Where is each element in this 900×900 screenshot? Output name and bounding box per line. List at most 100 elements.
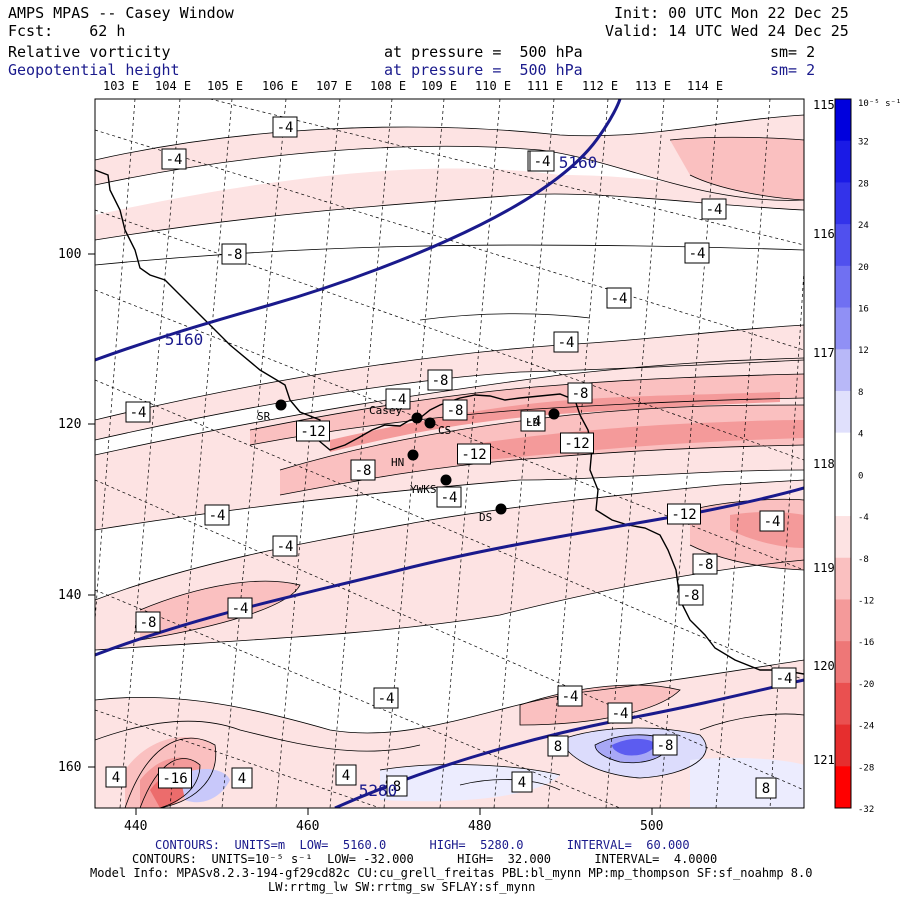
colorbar-segment (835, 641, 851, 684)
vorticity-label: -4 (161, 148, 187, 170)
field2-level: at pressure = 500 hPa (384, 61, 583, 79)
vorticity-label-text: 8 (762, 781, 770, 797)
vorticity-label-text: -4 (277, 120, 294, 136)
vorticity-label: -8 (678, 584, 704, 606)
vorticity-label: -12 (560, 432, 594, 454)
top-lon-label: 113 E (635, 79, 671, 93)
vorticity-label-box (161, 148, 187, 170)
vorticity-label-box (386, 775, 408, 797)
field2-name: Geopotential height (8, 61, 180, 79)
height-label: 5280 (359, 781, 398, 800)
vorticity-label-box (667, 503, 701, 525)
vorticity-label: 4 (511, 771, 533, 793)
vorticity-label-box (684, 242, 710, 264)
colorbar-label: -20 (858, 680, 874, 690)
vorticity-label-box (692, 553, 718, 575)
vorticity-label: -12 (457, 443, 491, 465)
colorbar-label: -32 (858, 805, 874, 815)
vorticity-label-text: -4 (706, 202, 723, 218)
vorticity-label: -4 (529, 150, 555, 172)
colorbar: 32 28 24 20 16 12 8 4 0 -4 -8 -12 -16 -20 -24 -28 -32 (834, 98, 874, 815)
vorticity-label: -4 (701, 198, 727, 220)
vorticity-label: -4 (227, 597, 253, 619)
vorticity-label-text: -12 (564, 436, 589, 452)
y-tick-label: 120 (58, 417, 81, 432)
height-label: 5160 (165, 330, 204, 349)
colorbar-label: 24 (858, 221, 869, 231)
top-lon-label: 112 E (582, 79, 618, 93)
colorbar-segment (835, 516, 851, 559)
colorbar-segment (835, 599, 851, 642)
vorticity-label-text: -4 (562, 689, 579, 705)
station: DS (479, 503, 507, 524)
station: Casey (369, 404, 423, 424)
vorticity-label-box (436, 486, 462, 508)
vorticity-label-text: -8 (355, 463, 372, 479)
colorbar-segment (835, 390, 851, 434)
field1-level: at pressure = 500 hPa (384, 43, 583, 61)
station-dot (424, 417, 436, 429)
vorticity-label: -4 (771, 667, 797, 689)
vorticity-label-text: -4 (689, 246, 706, 262)
plot-field (95, 99, 804, 808)
vorticity-label-text: 4 (342, 768, 350, 784)
colorbar-units: 10⁻⁵ s⁻¹ (858, 99, 900, 109)
vorticity-label: -4 (272, 535, 298, 557)
vorticity-label-text: -8 (447, 403, 464, 419)
y-tick-label: 160 (58, 760, 81, 775)
x-tick-label: 480 (468, 819, 491, 834)
vorticity-label-text: 8 (393, 779, 401, 795)
vorticity-label-text: -4 (378, 691, 395, 707)
init-time: Init: 00 UTC Mon 22 Dec 25 (614, 4, 849, 22)
station-dot (275, 399, 287, 411)
station-label: YWKS (410, 483, 437, 496)
vorticity-label-box (335, 764, 357, 786)
top-lon-label: 110 E (475, 79, 511, 93)
vorticity-label-box (567, 382, 593, 404)
colorbar-label: -8 (858, 555, 869, 565)
vorticity-label: -12 (667, 503, 701, 525)
colorbar-label: 0 (858, 471, 863, 481)
field2-smoothing: sm= 2 (770, 61, 816, 79)
vorticity-label-box (158, 767, 192, 789)
vorticity-label-text: -8 (683, 588, 700, 604)
y-tick-label: 140 (58, 588, 81, 603)
plot-title: AMPS MPAS -- Casey Window (8, 4, 234, 22)
station-label: DS (479, 511, 492, 524)
model-info: Model Info: MPASv8.2.3-194-gf29cd82c CU:… (90, 866, 813, 880)
vorticity-label-box (221, 243, 247, 265)
colorbar-segment (835, 265, 851, 309)
station-dot (411, 412, 423, 424)
vorticity-label-box (511, 771, 533, 793)
vorticity-label-text: -4 (525, 414, 542, 430)
colorbar-label: -28 (858, 763, 874, 773)
vorticity-label-text: -4 (166, 152, 183, 168)
station-dot (495, 503, 507, 515)
top-lon-label: 109 E (421, 79, 457, 93)
colorbar-label: 16 (858, 305, 869, 315)
top-lon-label: 114 E (687, 79, 723, 93)
vorticity-label: -12 (296, 420, 330, 442)
colorbar-segment (835, 474, 851, 517)
vorticity-label: 8 (386, 775, 408, 797)
top-lon-label: 107 E (316, 79, 352, 93)
colorbar-label: -4 (858, 513, 869, 523)
station-markers: SR Casey CS HN YWKS DS LD (257, 399, 560, 524)
vorticity-label: -4 (606, 287, 632, 309)
colorbar-label: -12 (858, 596, 874, 606)
colorbar-label: -16 (858, 638, 874, 648)
vorticity-label-box (701, 198, 727, 220)
vorticity-contour-info: CONTOURS: UNITS=10⁻⁵ s⁻¹ LOW= -32.000 HI… (132, 852, 718, 866)
vorticity-label-box (227, 597, 253, 619)
vorticity-label-box (547, 735, 569, 757)
vorticity-label-text: -12 (671, 507, 696, 523)
vorticity-label-text: -4 (611, 291, 628, 307)
colorbar-segment (835, 766, 851, 809)
vorticity-label-box (457, 443, 491, 465)
forecast-hour: Fcst: 62 h (8, 22, 126, 40)
vorticity-label: -4 (272, 116, 298, 138)
vorticity-label: -8 (135, 611, 161, 633)
vorticity-label-text: -12 (300, 424, 325, 440)
vorticity-label-box (755, 777, 777, 799)
